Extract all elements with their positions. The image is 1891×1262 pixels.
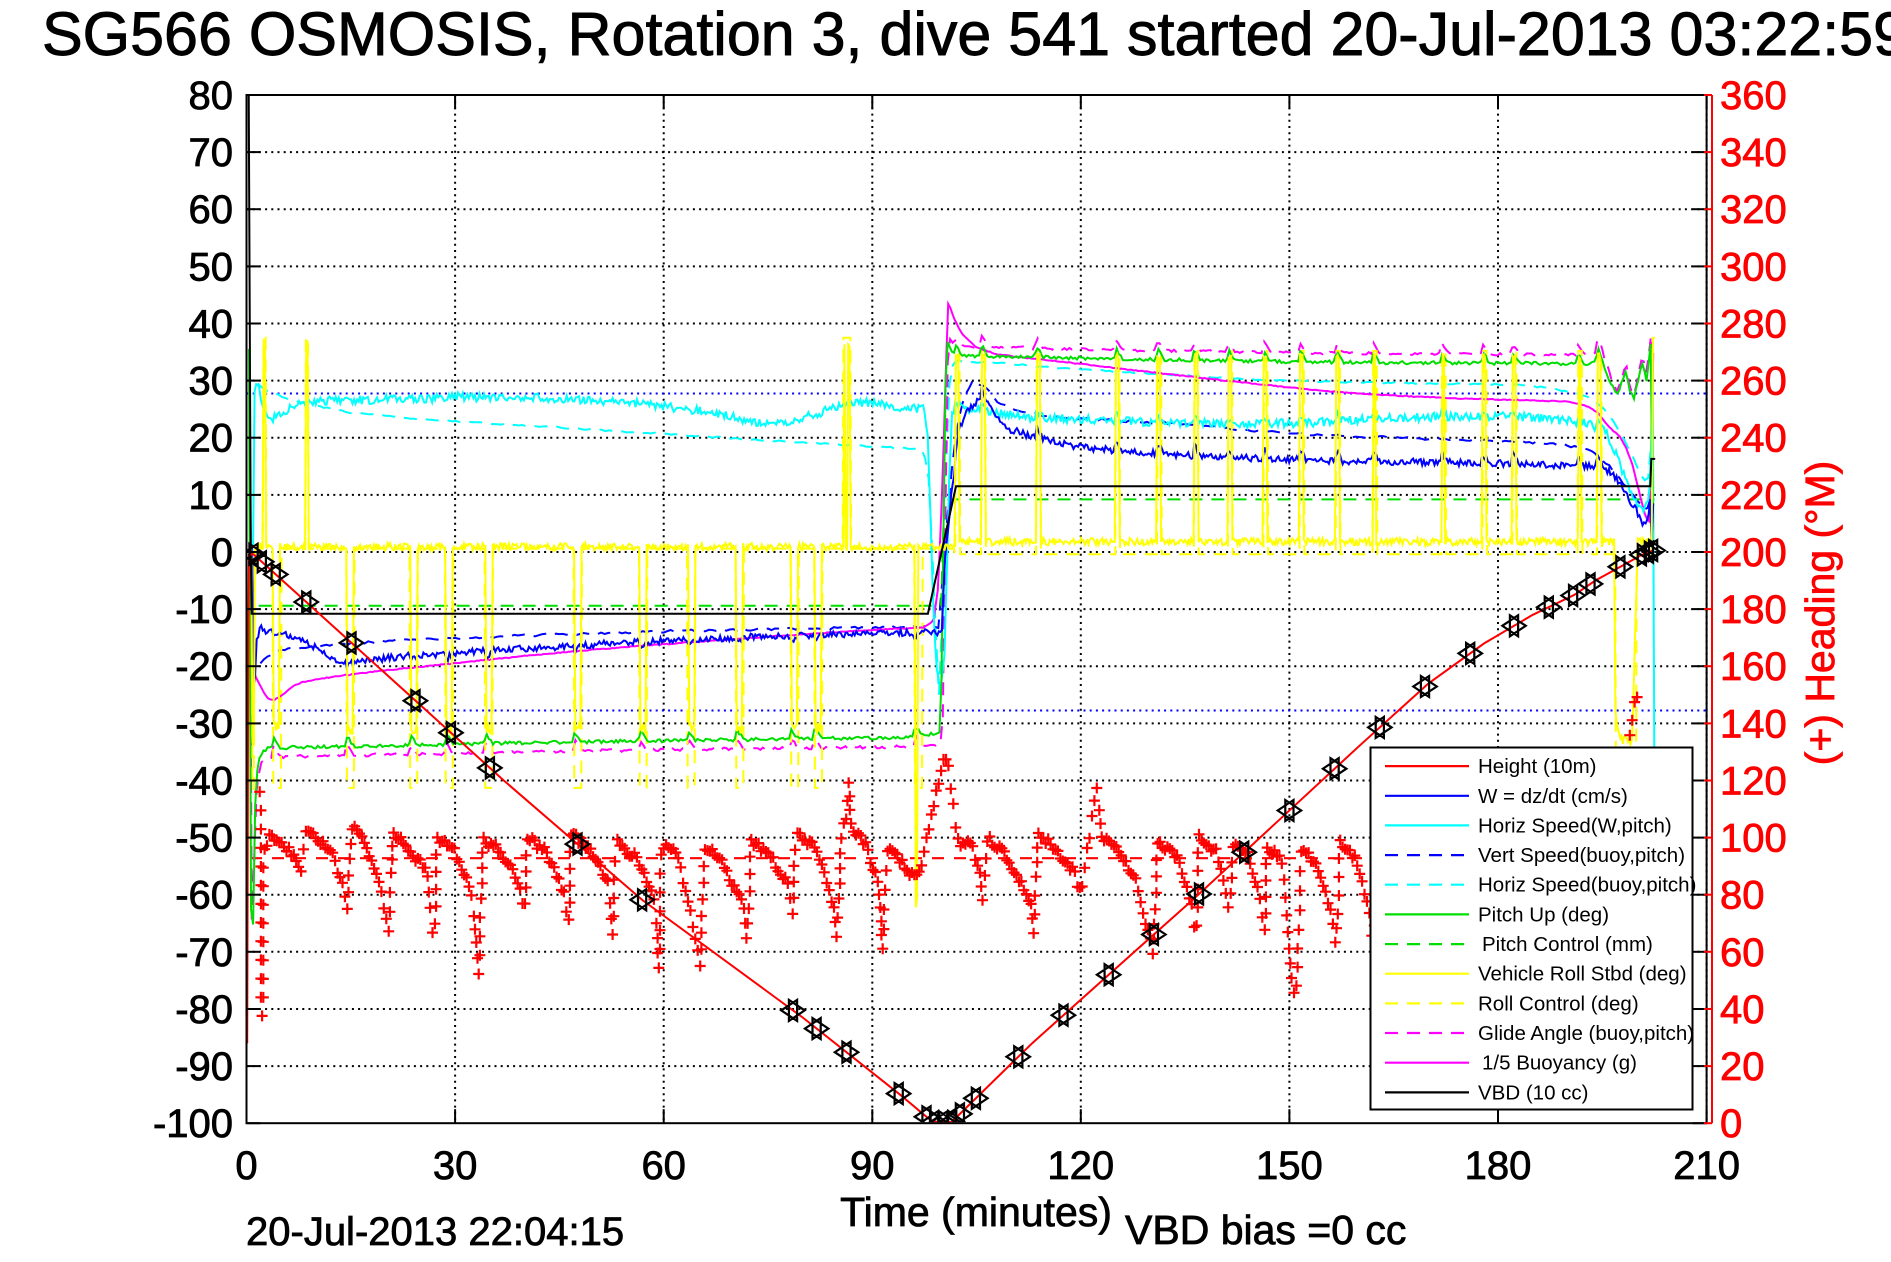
svg-text:40: 40 — [189, 303, 234, 347]
svg-text:240: 240 — [1720, 417, 1787, 461]
svg-text:30: 30 — [189, 360, 234, 404]
svg-text:0: 0 — [211, 531, 233, 575]
svg-text:VBD bias =0 cc: VBD bias =0 cc — [1125, 1207, 1406, 1253]
svg-text:160: 160 — [1720, 645, 1787, 689]
svg-text:50: 50 — [189, 245, 234, 289]
svg-text:Vert Speed(buoy,pitch): Vert Speed(buoy,pitch) — [1478, 844, 1685, 867]
svg-text:0: 0 — [1720, 1102, 1742, 1146]
svg-text:0: 0 — [235, 1144, 257, 1188]
svg-text:80: 80 — [1720, 874, 1765, 918]
svg-text:Time (minutes): Time (minutes) — [840, 1189, 1112, 1235]
svg-text:340: 340 — [1720, 131, 1787, 175]
svg-text:90: 90 — [850, 1144, 895, 1188]
svg-text:220: 220 — [1720, 474, 1787, 518]
svg-text:280: 280 — [1720, 303, 1787, 347]
svg-text:100: 100 — [1720, 817, 1787, 861]
svg-text:40: 40 — [1720, 988, 1765, 1032]
svg-text:(+) Heading (°M): (+) Heading (°M) — [1797, 461, 1843, 766]
svg-text:10: 10 — [189, 474, 234, 518]
svg-text:-50: -50 — [175, 817, 233, 861]
svg-text:210: 210 — [1673, 1144, 1740, 1188]
svg-text:Horiz Speed(W,pitch): Horiz Speed(W,pitch) — [1478, 814, 1672, 837]
svg-text:70: 70 — [189, 131, 234, 175]
svg-text:SG566 OSMOSIS, Rotation 3, div: SG566 OSMOSIS, Rotation 3, dive 541 star… — [42, 0, 1891, 68]
svg-text:80: 80 — [189, 74, 234, 118]
svg-text:Horiz Speed(buoy,pitch): Horiz Speed(buoy,pitch) — [1478, 874, 1696, 897]
svg-text:140: 140 — [1720, 702, 1787, 746]
svg-text:180: 180 — [1465, 1144, 1532, 1188]
svg-text:20: 20 — [189, 417, 234, 461]
svg-text:320: 320 — [1720, 188, 1787, 232]
svg-text:360: 360 — [1720, 74, 1787, 118]
svg-text:60: 60 — [1720, 931, 1765, 975]
svg-text:VBD (10 cc): VBD (10 cc) — [1478, 1081, 1589, 1104]
svg-text:-80: -80 — [175, 988, 233, 1032]
svg-text:200: 200 — [1720, 531, 1787, 575]
svg-text:Glide Angle (buoy,pitch): Glide Angle (buoy,pitch) — [1478, 1022, 1694, 1045]
svg-text:180: 180 — [1720, 588, 1787, 632]
svg-text:20: 20 — [1720, 1045, 1765, 1089]
svg-text:-20: -20 — [175, 645, 233, 689]
svg-text:-40: -40 — [175, 760, 233, 804]
svg-text:60: 60 — [189, 188, 234, 232]
svg-text:-70: -70 — [175, 931, 233, 975]
svg-text:-90: -90 — [175, 1045, 233, 1089]
svg-text:20-Jul-2013 22:04:15: 20-Jul-2013 22:04:15 — [246, 1210, 624, 1254]
svg-text:Vehicle Roll Stbd (deg): Vehicle Roll Stbd (deg) — [1478, 963, 1687, 986]
svg-text:Pitch Up (deg): Pitch Up (deg) — [1478, 903, 1609, 926]
svg-text:60: 60 — [641, 1144, 686, 1188]
svg-text:120: 120 — [1720, 760, 1787, 804]
svg-text:300: 300 — [1720, 245, 1787, 289]
svg-text:-10: -10 — [175, 588, 233, 632]
svg-text:-100: -100 — [153, 1102, 233, 1146]
svg-text:1/5 Buoyancy (g): 1/5 Buoyancy (g) — [1482, 1052, 1637, 1075]
svg-text:Roll Control (deg): Roll Control (deg) — [1478, 992, 1639, 1015]
svg-text:150: 150 — [1256, 1144, 1323, 1188]
svg-text:-60: -60 — [175, 874, 233, 918]
svg-text:Height (10m): Height (10m) — [1478, 755, 1597, 778]
svg-text:W = dz/dt (cm/s): W = dz/dt (cm/s) — [1478, 785, 1628, 808]
svg-text:30: 30 — [433, 1144, 478, 1188]
svg-text:260: 260 — [1720, 360, 1787, 404]
svg-text:-30: -30 — [175, 702, 233, 746]
svg-text:Pitch Control (mm): Pitch Control (mm) — [1482, 933, 1653, 956]
svg-text:120: 120 — [1047, 1144, 1114, 1188]
